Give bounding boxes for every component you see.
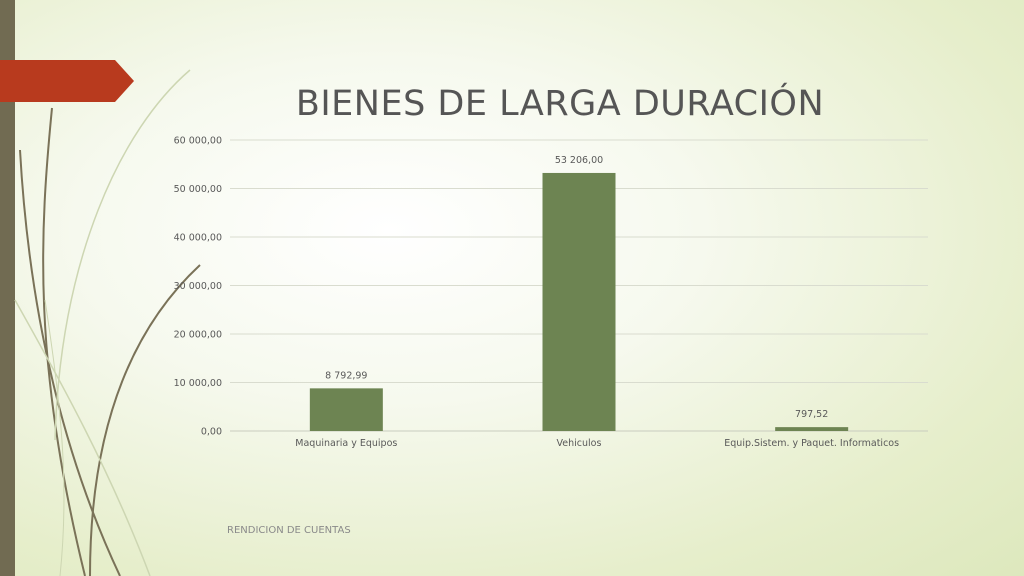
bar [775,427,849,431]
slide-title: BIENES DE LARGA DURACIÓN [295,84,825,124]
y-tick-label: 0,00 [201,427,222,438]
left-accent-bar [0,0,15,576]
footer-text: RENDICION DE CUENTAS [227,525,351,536]
decorative-curves [14,69,201,576]
y-tick-label: 30 000,00 [174,281,222,292]
bar [542,172,616,431]
y-tick-label: 20 000,00 [174,330,222,341]
bar [309,388,383,431]
x-tick-label: Equip.Sistem. y Paquet. Informaticos [724,438,899,449]
x-tick-label: Vehiculos [557,438,602,449]
x-tick-label: Maquinaria y Equipos [295,438,397,449]
y-tick-label: 60 000,00 [174,136,222,147]
y-tick-label: 50 000,00 [174,184,222,195]
data-label: 8 792,99 [325,370,367,381]
red-accent-tab [0,60,134,102]
y-tick-label: 40 000,00 [174,233,222,244]
data-label: 53 206,00 [555,155,603,166]
y-tick-label: 10 000,00 [174,378,222,389]
data-label: 797,52 [795,409,828,420]
